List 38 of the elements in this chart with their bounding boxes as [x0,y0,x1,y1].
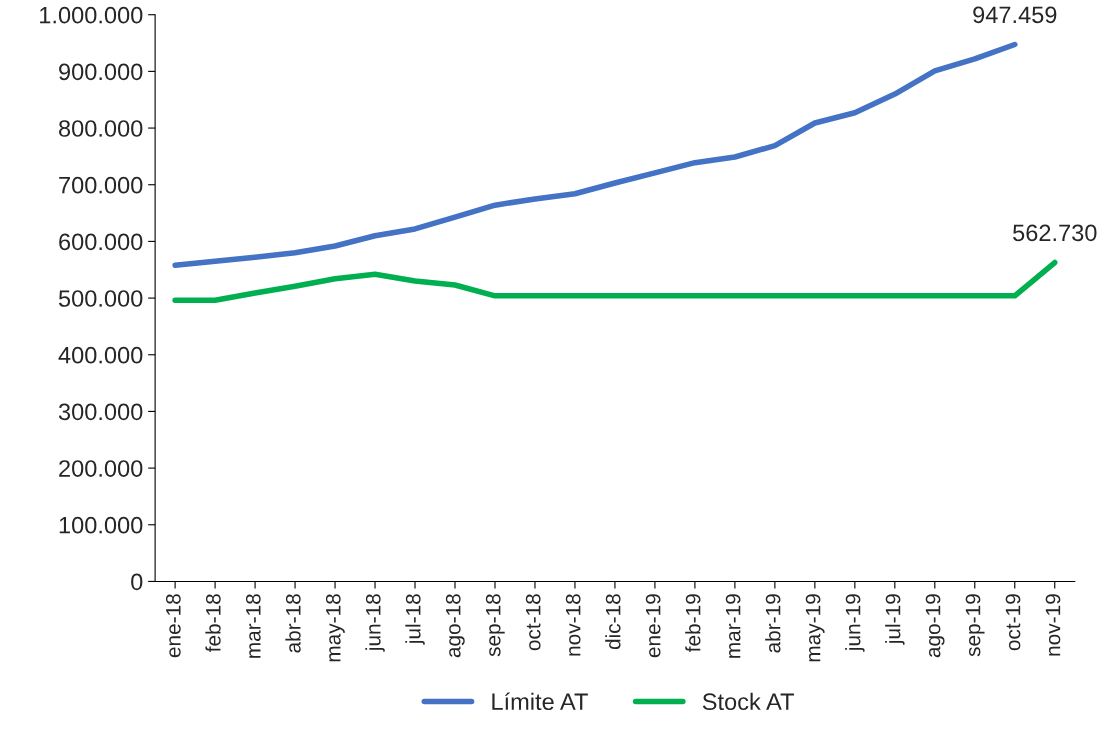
x-tick-label: feb-19 [685,594,701,653]
x-tick-label: nov-18 [565,594,581,656]
x-tick-label: may-18 [325,594,345,662]
y-tick-label: 700.000 [59,176,143,194]
y-tick-label: 300.000 [58,403,143,421]
x-tick-label: jun-19 [845,594,865,652]
legend-label: Stock AT [702,692,794,711]
y-tick-label: 600.000 [59,233,143,251]
x-tick-label: oct-18 [525,594,541,651]
x-tick-label: abr-18 [285,594,301,653]
data-label: 562.730 [1013,224,1097,242]
x-tick-label: oct-19 [1005,594,1021,651]
x-tick-label: mar-19 [725,594,741,658]
x-tick-label: jul-18 [405,594,425,645]
y-tick-label: 400.000 [58,346,143,364]
x-tick-label: sep-19 [965,594,985,657]
y-tick-label: 800.000 [59,120,143,137]
x-tick-label: ago-19 [925,594,945,658]
y-tick-label: 0 [131,573,143,591]
x-tick-label: dic-18 [605,594,621,650]
x-tick-label: jul-19 [885,594,905,645]
y-tick-label: 1.000.000 [40,6,143,24]
x-tick-label: ene-18 [165,594,181,658]
x-tick-label: mar-18 [245,594,261,658]
legend-label: Límite AT [492,692,588,711]
y-tick-label: 200.000 [59,460,143,477]
data-label: 947.459 [973,6,1057,24]
x-tick-label: sep-18 [485,594,505,657]
y-tick-label: 500.000 [58,290,143,307]
x-tick-label: ago-18 [445,594,465,658]
x-tick-label: nov-19 [1045,594,1061,656]
y-tick-label: 900.000 [59,63,143,81]
x-tick-label: abr-19 [765,594,781,653]
x-tick-label: may-19 [805,594,825,662]
y-tick-label: 100.000 [59,516,143,534]
x-tick-label: feb-18 [205,594,221,653]
x-tick-label: jun-18 [365,594,385,652]
x-tick-label: ene-19 [645,594,661,658]
